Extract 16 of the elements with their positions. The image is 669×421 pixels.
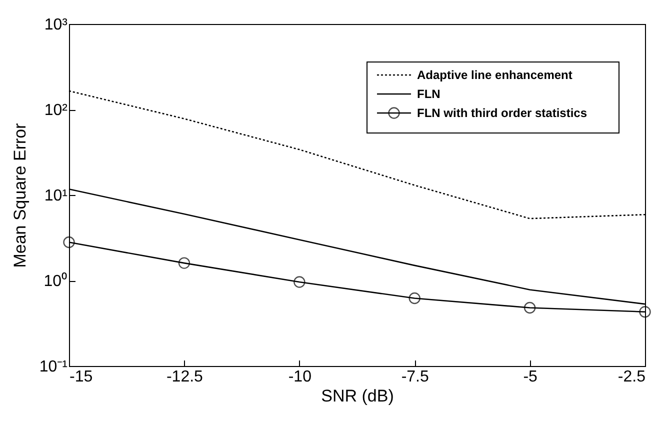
x-tick-label: -7.5 bbox=[401, 368, 429, 386]
y-tick-label: 10³ bbox=[44, 16, 68, 34]
legend-label: FLN bbox=[417, 87, 440, 101]
y-axis-title: Mean Square Error bbox=[10, 122, 30, 268]
x-axis-title: SNR (dB) bbox=[321, 386, 394, 406]
legend-label: FLN with third order statistics bbox=[417, 106, 588, 120]
y-tick-label: 10⁻¹ bbox=[39, 358, 68, 376]
x-tick-label: -2.5 bbox=[618, 368, 646, 386]
y-tick-label: 10¹ bbox=[44, 188, 68, 204]
x-tick-label: -5 bbox=[523, 368, 538, 386]
x-tick-label: -10 bbox=[288, 368, 312, 386]
legend-label: Adaptive line enhancement bbox=[417, 68, 572, 82]
y-tick-label: 10² bbox=[44, 102, 68, 119]
x-tick-label: -15 bbox=[70, 368, 93, 386]
x-tick-label: -12.5 bbox=[166, 368, 204, 386]
y-tick-label: 10⁰ bbox=[44, 272, 68, 290]
